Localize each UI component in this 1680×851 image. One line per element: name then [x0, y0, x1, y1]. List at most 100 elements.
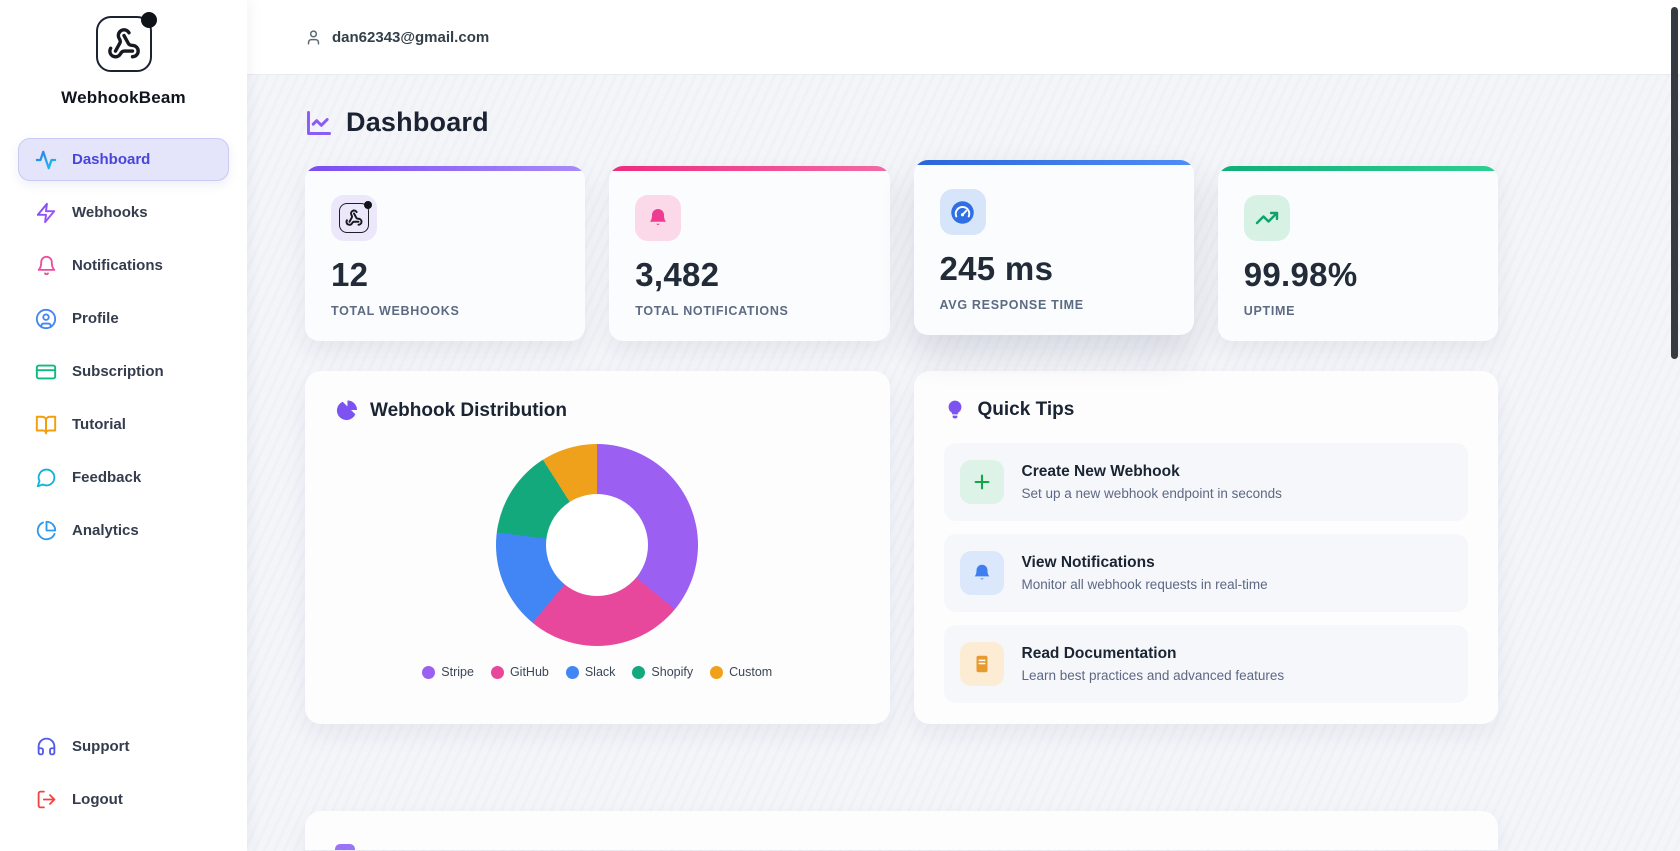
tip-title: Read Documentation [1021, 645, 1177, 662]
stat-card-total-webhooks[interactable]: 12 TOTAL WEBHOOKS [305, 166, 586, 341]
stat-card-avg-response-time[interactable]: 245 ms AVG RESPONSE TIME [913, 160, 1194, 335]
card-accent-bar [609, 166, 890, 171]
sidebar-nav: Dashboard Webhooks Notifications [18, 138, 229, 552]
account-menu[interactable]: dan62343@gmail.com [305, 29, 489, 46]
panel-title: Quick Tips [977, 399, 1075, 420]
legend-label: Custom [729, 665, 773, 679]
sidebar-item-label: Dashboard [72, 151, 151, 168]
card-accent-bar [1217, 166, 1498, 171]
tip-read-documentation[interactable]: Read Documentation Learn best practices … [943, 625, 1468, 703]
sidebar-item-label: Tutorial [72, 416, 126, 433]
main-area: dan62343@gmail.com Dashboard [247, 0, 1680, 851]
account-email: dan62343@gmail.com [332, 28, 490, 46]
sidebar-item-support[interactable]: Support [18, 725, 229, 768]
panel-title: Webhook Distribution [370, 399, 568, 421]
app-name: WebhookBeam [61, 88, 186, 107]
tip-description: Set up a new webhook endpoint in seconds [1021, 486, 1282, 501]
sidebar-item-label: Subscription [72, 363, 164, 380]
pie-chart-icon [335, 399, 358, 422]
bell-icon [635, 195, 682, 241]
tip-view-notifications[interactable]: View Notifications Monitor all webhook r… [943, 534, 1468, 612]
legend-dot [565, 665, 579, 679]
sidebar-item-tutorial[interactable]: Tutorial [18, 403, 229, 446]
sidebar-item-dashboard[interactable]: Dashboard [18, 138, 229, 181]
legend-item-slack[interactable]: Slack [565, 665, 615, 679]
sidebar-item-label: Support [72, 738, 130, 755]
card-accent-bar [305, 166, 586, 171]
tip-description: Learn best practices and advanced featur… [1021, 668, 1285, 683]
user-circle-icon [35, 308, 57, 330]
sidebar-item-notifications[interactable]: Notifications [18, 244, 229, 287]
stat-card-uptime[interactable]: 99.98% UPTIME [1217, 166, 1498, 341]
sidebar-item-label: Feedback [72, 469, 142, 486]
bell-icon [959, 551, 1004, 595]
sidebar-item-label: Profile [72, 310, 119, 327]
sidebar-footer: Support Logout [18, 725, 229, 825]
bell-icon [35, 255, 57, 277]
stat-label: AVG RESPONSE TIME [939, 298, 1084, 312]
sidebar-item-analytics[interactable]: Analytics [18, 509, 229, 552]
plus-icon [959, 460, 1004, 504]
legend-label: GitHub [509, 665, 549, 679]
content-area: Dashboard [247, 75, 1680, 851]
donut-chart[interactable] [496, 444, 699, 646]
stats-row: 12 TOTAL WEBHOOKS 3,482 [305, 160, 1498, 341]
sidebar-item-subscription[interactable]: Subscription [18, 350, 229, 393]
book-icon [959, 642, 1004, 686]
legend-dot [422, 665, 436, 679]
sidebar-item-feedback[interactable]: Feedback [18, 456, 229, 499]
legend-item-shopify[interactable]: Shopify [632, 665, 693, 679]
legend-item-custom[interactable]: Custom [710, 665, 772, 679]
zap-icon [35, 202, 57, 224]
legend-label: Stripe [441, 665, 474, 679]
gauge-icon [939, 189, 986, 235]
sidebar-item-label: Logout [72, 791, 123, 808]
page-header: Dashboard [305, 107, 1498, 138]
trending-up-icon [1243, 195, 1290, 241]
stat-value: 12 [331, 256, 369, 293]
stat-card-total-notifications[interactable]: 3,482 TOTAL NOTIFICATIONS [609, 166, 890, 341]
tip-title: Create New Webhook [1021, 463, 1180, 480]
book-open-icon [35, 414, 57, 436]
sidebar-item-label: Analytics [72, 522, 139, 539]
tip-create-new-webhook[interactable]: Create New Webhook Set up a new webhook … [943, 443, 1468, 521]
topbar: dan62343@gmail.com [247, 0, 1680, 75]
sidebar-item-profile[interactable]: Profile [18, 297, 229, 340]
sidebar-item-webhooks[interactable]: Webhooks [18, 191, 229, 234]
activity-icon [35, 149, 57, 171]
tip-description: Monitor all webhook requests in real-tim… [1021, 577, 1268, 592]
webhook-logo-icon [95, 12, 157, 72]
lightbulb-icon [944, 399, 966, 421]
vertical-scrollbar[interactable] [1671, 7, 1678, 359]
credit-card-icon [35, 361, 57, 383]
app-logo: WebhookBeam [18, 12, 229, 108]
quick-tips-panel: Quick Tips Create New Webhook Set u [913, 371, 1498, 724]
user-icon [305, 29, 322, 46]
tips-list: Create New Webhook Set up a new webhook … [943, 443, 1468, 703]
chat-bubble-icon [35, 467, 57, 489]
webhook-distribution-panel: Webhook Distribution Stripe GitHub [305, 371, 890, 724]
card-accent-bar [913, 160, 1194, 165]
legend-dot [710, 665, 724, 679]
sidebar: WebhookBeam Dashboard Webhooks [0, 0, 247, 851]
panels-row: Webhook Distribution Stripe GitHub [305, 371, 1498, 724]
stat-label: UPTIME [1243, 304, 1296, 318]
logo-badge-dot [140, 12, 157, 28]
stat-value: 99.98% [1243, 256, 1358, 293]
line-chart-icon [305, 109, 333, 137]
legend-item-github[interactable]: GitHub [490, 665, 549, 679]
page-title: Dashboard [346, 107, 489, 137]
logout-icon [35, 789, 57, 811]
pie-chart-icon [35, 520, 57, 542]
sidebar-item-label: Notifications [72, 257, 163, 274]
stat-value: 245 ms [939, 250, 1054, 287]
legend-label: Shopify [651, 665, 694, 679]
webhook-icon [331, 195, 377, 241]
sidebar-item-logout[interactable]: Logout [18, 778, 229, 821]
chart-legend: Stripe GitHub Slack [422, 665, 772, 679]
legend-dot [490, 665, 504, 679]
legend-item-stripe[interactable]: Stripe [422, 665, 474, 679]
headphones-icon [35, 736, 57, 758]
stat-label: TOTAL NOTIFICATIONS [635, 304, 789, 318]
partial-bottom-card [305, 811, 1498, 850]
